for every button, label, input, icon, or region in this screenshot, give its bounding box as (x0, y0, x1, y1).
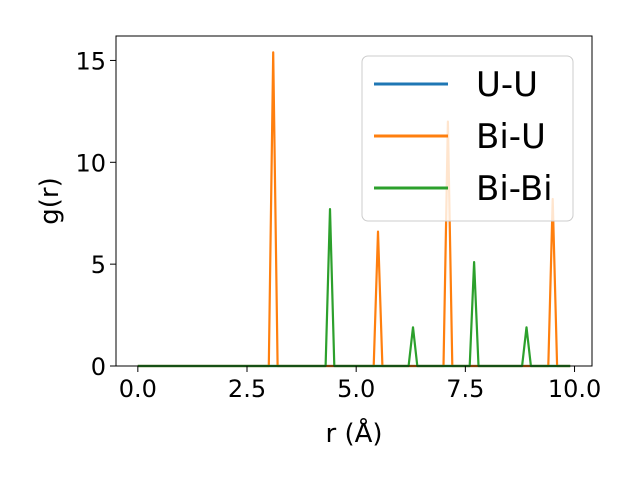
y-tick-label: 10 (75, 149, 106, 177)
x-tick-label: 7.5 (446, 375, 484, 403)
x-axis: 0.0 2.5 5.0 7.5 10.0 (119, 366, 601, 403)
x-tick-label: 0.0 (119, 375, 157, 403)
legend-label-u-u: U-U (476, 65, 538, 105)
y-tick-label: 0 (91, 353, 106, 381)
x-axis-label: r (Å) (325, 417, 382, 449)
x-tick-label: 2.5 (228, 375, 266, 403)
x-tick-label: 5.0 (337, 375, 375, 403)
x-tick-label: 10.0 (548, 375, 601, 403)
y-tick-label: 5 (91, 251, 106, 279)
y-tick-label: 15 (75, 47, 106, 75)
legend-box (361, 55, 574, 222)
y-axis: 0 5 10 15 (75, 47, 116, 381)
legend-label-bi-bi: Bi-Bi (476, 169, 553, 209)
legend-label-bi-u: Bi-U (476, 117, 546, 157)
y-axis-label: g(r) (35, 177, 65, 224)
plot-frame (115, 35, 593, 367)
legend: U-U Bi-U Bi-Bi (361, 55, 574, 222)
